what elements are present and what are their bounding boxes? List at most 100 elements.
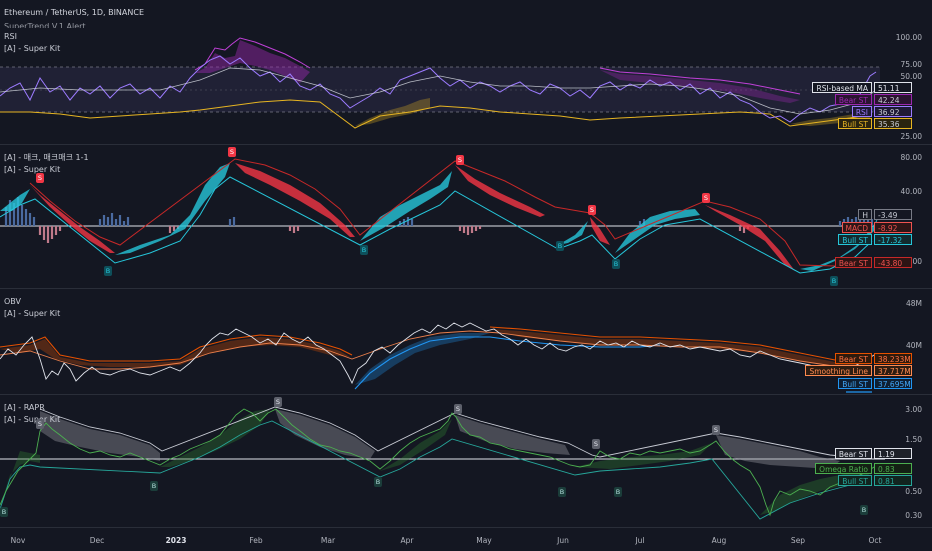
macd-pane-subtitle: [A] - Super Kit: [4, 165, 61, 174]
macd-histogram: [4, 197, 874, 243]
x-label-jul: Jul: [635, 536, 645, 545]
macd-bear-st-line: [29, 158, 871, 268]
rapr-sell-marker: S: [36, 419, 44, 429]
x-label-may: May: [476, 536, 492, 545]
obv-bull-st-fill: [355, 333, 490, 385]
macd-sell-marker: S: [228, 147, 236, 157]
x-label-sep: Sep: [790, 536, 806, 545]
rapr-omega-tag-value: 0.83: [874, 463, 912, 474]
rsi-bear-st-fill: [195, 40, 310, 83]
rapr-pane-title: [A] - RAPR: [4, 403, 45, 412]
rsi-bear-st-line-2: [599, 67, 801, 95]
macd-hist-tag-name: H: [858, 209, 872, 220]
rapr-buy-marker: B: [860, 505, 868, 515]
alert-subtitle: SuperTrend V.1 Alert: [4, 22, 86, 28]
obv-tick-40m: 40M: [905, 341, 922, 350]
macd-bear-ribbon-4: [590, 217, 610, 245]
rapr-sell-marker: S: [712, 425, 720, 435]
rsi-tick-75: 75.00: [900, 60, 922, 69]
rapr-bear-st-fill-3: [455, 415, 570, 455]
obv-line: [0, 322, 875, 385]
rapr-bear-st-fill-2: [275, 409, 375, 459]
rsi-pane[interactable]: RSI [A] - Super Kit 100.00 75.00 50.00 2…: [0, 28, 932, 144]
rapr-pane[interactable]: [A] - RAPR [A] - Super Kit 3.00 1.50 0.5…: [0, 395, 932, 525]
macd-bull-ribbon-3: [360, 171, 452, 241]
rapr-bear-st-tag-value: 1.19: [874, 448, 912, 459]
macd-pane[interactable]: [A] - 매크, 매크매크 1-1 [A] - Super Kit 80.00…: [0, 145, 932, 288]
rapr-buy-marker: B: [374, 477, 382, 487]
rapr-buy-marker: B: [150, 481, 158, 491]
obv-bear-st-fill-2: [490, 329, 872, 369]
macd-sell-marker: S: [588, 205, 596, 215]
rapr-bear-st-tag-name: Bear ST: [834, 448, 872, 459]
obv-tick-48m: 48M: [905, 299, 922, 308]
macd-bull-ribbon-5: [615, 209, 700, 253]
obv-bull-st-tag-value: 37.695M: [874, 378, 912, 389]
rapr-bull-fill: [0, 451, 40, 507]
rsi-ma-tag-name: RSI-based MA: [812, 82, 872, 93]
macd-buy-marker: B: [556, 241, 564, 251]
rsi-ma-line: [0, 67, 877, 115]
obv-pane[interactable]: OBV [A] - Super Kit 48M 40M Bear ST 38.2…: [0, 289, 932, 393]
rapr-bear-st-fill: [40, 411, 160, 461]
rsi-ma-tag-value: 51.11: [874, 82, 912, 93]
macd-tag-name: MACD: [841, 222, 872, 233]
macd-buy-marker: B: [830, 276, 838, 286]
rsi-tick-50: 50.00: [900, 72, 922, 81]
obv-bear-st-tag-value: 38.233M: [874, 353, 912, 364]
macd-bear-ribbon-3: [455, 165, 545, 217]
macd-tag-value: -8.92: [874, 222, 912, 233]
rsi-bear-st-fill-2: [600, 70, 800, 103]
rsi-bear-st-line: [194, 37, 311, 71]
rapr-omega-tag-name: Omega Ratio: [815, 463, 872, 474]
macd-bull-st-tag-value: -17.32: [874, 234, 912, 245]
obv-pane-title: OBV: [4, 297, 22, 306]
rapr-tick-1-5: 1.50: [905, 435, 922, 444]
rsi-pane-title: RSI: [4, 32, 17, 41]
obv-bear-st-fill: [0, 337, 350, 367]
rapr-tick-0-5: 0.50: [905, 487, 922, 496]
rapr-chart: [0, 406, 885, 520]
macd-hist-tag-value: -3.49: [874, 209, 912, 220]
obv-pane-subtitle: [A] - Super Kit: [4, 309, 61, 318]
time-axis[interactable]: Nov Dec 2023 Feb Mar Apr May Jun Jul Aug…: [0, 527, 932, 551]
obv-bear-st-line-2: [489, 326, 873, 364]
rapr-tick-3: 3.00: [905, 405, 922, 414]
x-label-feb: Feb: [249, 536, 263, 545]
rapr-omega-line: [0, 408, 875, 517]
pane-separator-1[interactable]: [0, 144, 932, 145]
macd-tick-40: 40.00: [900, 187, 922, 196]
macd-sell-marker: S: [702, 193, 710, 203]
rsi-tick-25: 25.00: [900, 132, 922, 141]
rsi-tag-value: 36.92: [874, 106, 912, 117]
macd-chart: [0, 158, 885, 274]
rsi-pane-subtitle: [A] - Super Kit: [4, 44, 61, 53]
rapr-buy-marker: B: [558, 487, 566, 497]
obv-chart: [0, 322, 875, 393]
obv-bear-st-tag-name: Bear ST: [834, 353, 872, 364]
x-label-jun: Jun: [557, 536, 569, 545]
x-label-aug: Aug: [711, 536, 727, 545]
macd-sell-marker: S: [36, 173, 44, 183]
x-label-apr: Apr: [400, 536, 414, 545]
macd-bear-st-tag-name: Bear ST: [834, 257, 872, 268]
pane-separator-3[interactable]: [0, 394, 932, 395]
rsi-bull-st-tag-value: 35.36: [874, 118, 912, 129]
obv-bull-st-line: [354, 336, 661, 390]
macd-tick-80: 80.00: [900, 153, 922, 162]
rapr-sell-marker: S: [592, 439, 600, 449]
rapr-tick-0-3: 0.30: [905, 511, 922, 520]
x-label-mar: Mar: [320, 536, 336, 545]
rsi-bear-st-tag-value: 42.24: [874, 94, 912, 105]
macd-bull-ribbon-2: [115, 163, 230, 255]
rapr-pane-subtitle: [A] - Super Kit: [4, 415, 61, 424]
rsi-bull-st-fill-2: [790, 110, 870, 126]
rsi-bull-st-line: [0, 99, 873, 129]
pane-separator-2[interactable]: [0, 288, 932, 289]
obv-bear-st-line: [0, 334, 353, 362]
macd-bull-ribbon-4: [558, 221, 588, 245]
rapr-sell-marker: S: [454, 404, 462, 414]
x-label-nov: Nov: [10, 536, 26, 545]
macd-bull-st-tag-name: Bull ST: [838, 234, 872, 245]
macd-buy-marker: B: [612, 259, 620, 269]
